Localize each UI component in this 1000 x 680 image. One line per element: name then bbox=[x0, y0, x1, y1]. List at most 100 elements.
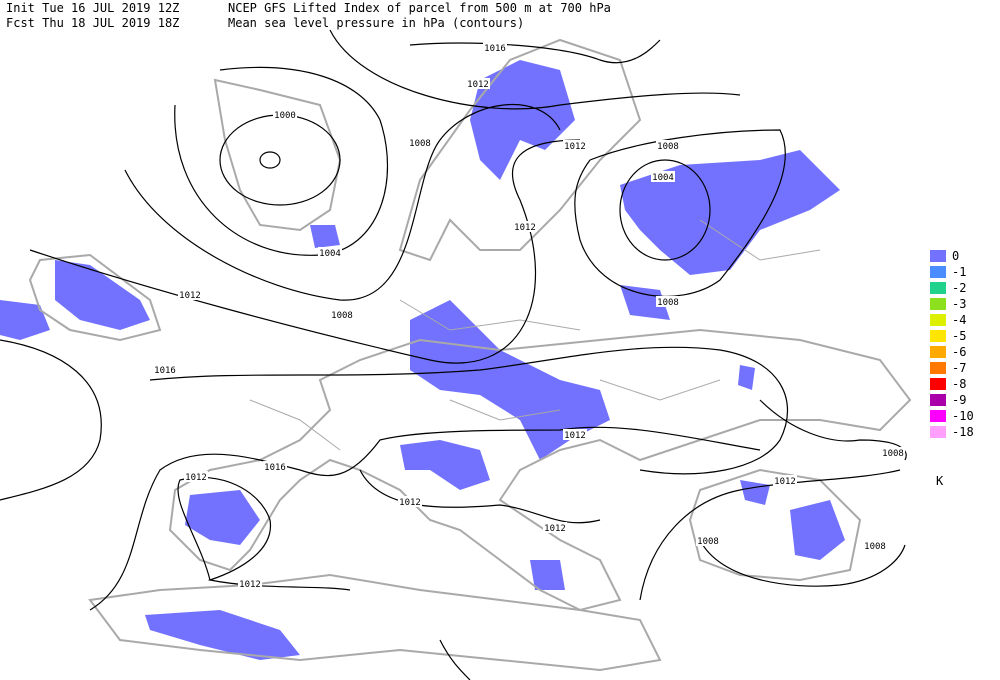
contour-label-bg bbox=[563, 429, 587, 440]
legend-label: -8 bbox=[952, 377, 966, 391]
legend-swatch bbox=[930, 346, 946, 358]
contour-label-bg bbox=[238, 578, 262, 589]
legend-swatch bbox=[930, 314, 946, 326]
contour-label: 1004 bbox=[319, 249, 341, 259]
contour-label-bg bbox=[153, 364, 177, 375]
coastline bbox=[88, 573, 662, 672]
contour-label: 1000 bbox=[274, 111, 296, 121]
contour-label-bg bbox=[543, 522, 567, 533]
contour-label-bg bbox=[696, 535, 720, 546]
legend-label: -9 bbox=[952, 393, 966, 407]
coastline bbox=[28, 253, 162, 342]
coastline bbox=[168, 328, 912, 612]
legend-label: -10 bbox=[952, 409, 974, 423]
contour-label: 1004 bbox=[652, 173, 674, 183]
legend-swatch bbox=[930, 282, 946, 294]
isobar bbox=[0, 339, 102, 501]
legend-label: -2 bbox=[952, 281, 966, 295]
contour-label: 1012 bbox=[514, 223, 536, 233]
unit-label: K bbox=[936, 474, 944, 488]
contour-label: 1012 bbox=[179, 291, 201, 301]
legend-label: -18 bbox=[952, 425, 974, 439]
isobar bbox=[174, 66, 389, 256]
contour-label: 1008 bbox=[409, 139, 431, 149]
contour-label-bg bbox=[273, 109, 297, 120]
isobar bbox=[439, 639, 471, 680]
contour-label-bg bbox=[466, 78, 490, 89]
contour-label-bg bbox=[483, 42, 507, 53]
contour-label-bg bbox=[656, 296, 680, 307]
contour-label-bg bbox=[318, 247, 342, 258]
legend-label: 0 bbox=[952, 249, 959, 263]
isobar bbox=[409, 39, 661, 64]
li-area bbox=[620, 285, 670, 320]
isobar bbox=[574, 129, 786, 297]
contour-label: 1012 bbox=[564, 431, 586, 441]
contour-label-bg bbox=[330, 309, 354, 320]
contour-label-bg bbox=[398, 496, 422, 507]
legend-swatch bbox=[930, 426, 946, 438]
contour-label-bg bbox=[773, 475, 797, 486]
contour-label: 1012 bbox=[399, 498, 421, 508]
isobar bbox=[329, 29, 741, 110]
contour-label: 1008 bbox=[331, 311, 353, 321]
coastlines bbox=[28, 38, 912, 672]
product-title: NCEP GFS Lifted Index of parcel from 500… bbox=[228, 1, 611, 15]
legend-label: -4 bbox=[952, 313, 966, 327]
contour-label: 1008 bbox=[657, 298, 679, 308]
legend-label: -7 bbox=[952, 361, 966, 375]
lifted-index-areas bbox=[0, 60, 845, 660]
legend: 0 -1 -2 -3 -4 -5 -6 -7 -8 -9 -10 -18 bbox=[930, 249, 974, 439]
contour-label: 1012 bbox=[185, 473, 207, 483]
li-area bbox=[530, 560, 565, 590]
forecast-text: Fcst Thu 18 JUL 2019 18Z bbox=[6, 16, 179, 30]
contour-label: 1012 bbox=[467, 80, 489, 90]
contour-label-bg bbox=[881, 447, 905, 458]
li-area bbox=[185, 490, 260, 545]
contour-label: 1016 bbox=[484, 44, 506, 54]
li-area bbox=[145, 610, 300, 660]
contour-label-bg bbox=[178, 289, 202, 300]
coastline bbox=[398, 38, 642, 262]
contour-label-bg bbox=[863, 540, 887, 551]
isobar bbox=[259, 151, 281, 169]
isobar bbox=[359, 469, 601, 524]
isobar bbox=[124, 104, 561, 301]
contour-label: 1008 bbox=[864, 542, 886, 552]
legend-swatch bbox=[930, 362, 946, 374]
contour-label: 1012 bbox=[774, 477, 796, 487]
isobars bbox=[0, 29, 907, 680]
contour-label: 1012 bbox=[239, 580, 261, 590]
li-area bbox=[0, 300, 50, 340]
legend-swatch bbox=[930, 378, 946, 390]
legend-label: -1 bbox=[952, 265, 966, 279]
li-area bbox=[470, 60, 575, 180]
contour-label: 1008 bbox=[657, 142, 679, 152]
coastline bbox=[213, 78, 342, 232]
legend-swatch bbox=[930, 394, 946, 406]
isobar bbox=[699, 539, 906, 587]
init-text: Init Tue 16 JUL 2019 12Z bbox=[6, 1, 179, 15]
legend-swatch bbox=[930, 298, 946, 310]
isobar bbox=[639, 469, 901, 601]
contour-label: 1012 bbox=[544, 524, 566, 534]
legend-swatch bbox=[930, 330, 946, 342]
li-area bbox=[790, 500, 845, 560]
contour-label-bg bbox=[651, 171, 675, 182]
legend-swatch bbox=[930, 410, 946, 422]
legend-swatch bbox=[930, 250, 946, 262]
li-area bbox=[55, 260, 150, 330]
contour-label-bg bbox=[263, 461, 287, 472]
li-area bbox=[410, 300, 610, 460]
contour-label-bg bbox=[184, 471, 208, 482]
isobar bbox=[89, 426, 761, 611]
contour-label: 1008 bbox=[697, 537, 719, 547]
legend-label: -3 bbox=[952, 297, 966, 311]
legend-label: -5 bbox=[952, 329, 966, 343]
contour-label: 1016 bbox=[154, 366, 176, 376]
legend-swatch bbox=[930, 266, 946, 278]
contour-label-bg bbox=[656, 140, 680, 151]
legend-label: -6 bbox=[952, 345, 966, 359]
contour-label: 1008 bbox=[882, 449, 904, 459]
